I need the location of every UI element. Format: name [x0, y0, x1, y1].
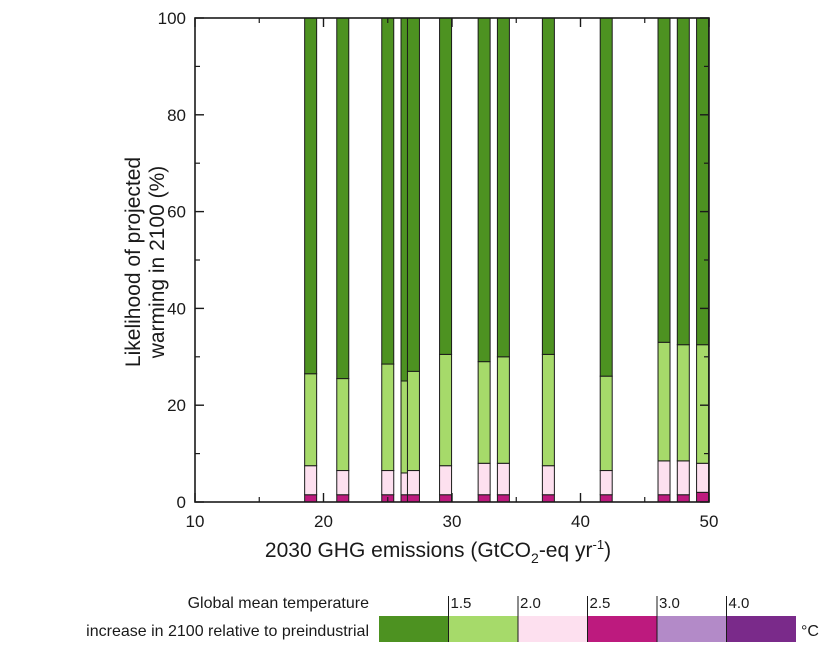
- bar-2-segment-3: [381, 17, 395, 365]
- bar-10-segment-0: [657, 494, 671, 503]
- legend-swatch-1: [448, 616, 518, 642]
- bar-11-segment-0: [676, 494, 690, 503]
- legend-swatch-5: [726, 616, 796, 642]
- bar-0-segment-3: [304, 17, 318, 375]
- bar-8-segment-2: [541, 353, 555, 467]
- bar-4-segment-2: [406, 370, 420, 472]
- bar-12-segment-3: [696, 17, 710, 346]
- bar-7-segment-0: [496, 494, 510, 503]
- bar-9-segment-2: [599, 375, 613, 472]
- bar-8-segment-3: [541, 17, 555, 355]
- bar-5-segment-0: [439, 494, 453, 503]
- bar-11-segment-2: [676, 344, 690, 462]
- legend-swatch-4: [657, 616, 727, 642]
- bar-7-segment-1: [496, 462, 510, 496]
- y-tick-label: 0: [177, 493, 186, 512]
- legend-threshold-label: 1.5: [451, 595, 472, 612]
- legend-swatch-3: [587, 616, 657, 642]
- bar-4-segment-1: [406, 470, 420, 496]
- legend-threshold-label: 3.0: [659, 595, 680, 612]
- y-tick-label: 20: [167, 396, 186, 415]
- bar-5-segment-1: [439, 465, 453, 496]
- bar-2-segment-1: [381, 470, 395, 496]
- bar-12-segment-1: [696, 462, 710, 493]
- bar-7-segment-3: [496, 17, 510, 358]
- legend-caption-line2: increase in 2100 relative to preindustri…: [86, 623, 369, 640]
- bars-layer: [304, 17, 710, 503]
- axis-ticks: 10 20 30 40 50 0 20 40 60 80 100: [158, 9, 719, 531]
- bar-0-segment-1: [304, 465, 318, 496]
- bar-9-segment-0: [599, 494, 613, 503]
- legend-threshold-label: 2.0: [520, 595, 541, 612]
- bar-9-segment-1: [599, 470, 613, 496]
- bar-1-segment-1: [336, 470, 350, 496]
- x-axis-title: 2030 GHG emissions (GtCO2-eq yr-1): [265, 537, 611, 566]
- bar-10-segment-2: [657, 341, 671, 462]
- bar-6-segment-0: [477, 494, 491, 503]
- bar-11-segment-3: [676, 17, 690, 346]
- bar-7-segment-2: [496, 356, 510, 464]
- legend-swatch-0: [379, 616, 449, 642]
- bar-1-segment-2: [336, 378, 350, 472]
- bar-4-segment-0: [406, 494, 420, 503]
- bar-1-segment-0: [336, 494, 350, 503]
- bar-10-segment-1: [657, 460, 671, 496]
- legend-threshold-label: 2.5: [590, 595, 611, 612]
- y-axis-title-line1: Likelihood of projected: [122, 157, 145, 367]
- y-axis-title: Likelihood of projected warming in 2100 …: [122, 157, 169, 367]
- y-tick-label: 80: [167, 106, 186, 125]
- bar-5-segment-3: [439, 17, 453, 355]
- bar-11-segment-1: [676, 460, 690, 496]
- bar-5-segment-2: [439, 353, 453, 467]
- x-tick-label: 40: [571, 512, 590, 531]
- bar-0-segment-0: [304, 494, 318, 503]
- bar-8-segment-1: [541, 465, 555, 496]
- y-axis-title-line2: warming in 2100 (%): [146, 166, 169, 360]
- bar-6-segment-2: [477, 361, 491, 464]
- bar-8-segment-0: [541, 494, 555, 503]
- bar-10-segment-3: [657, 17, 671, 343]
- bar-2-segment-2: [381, 363, 395, 472]
- bar-4-segment-3: [406, 17, 420, 372]
- x-tick-label: 50: [700, 512, 719, 531]
- legend-color-scale: 1.5 2.0 2.5 3.0 4.0: [379, 595, 796, 642]
- legend-caption-line1: Global mean temperature: [188, 595, 370, 612]
- x-tick-label: 30: [443, 512, 462, 531]
- bar-9-segment-3: [599, 17, 613, 377]
- bar-6-segment-1: [477, 462, 491, 496]
- legend-threshold-label: 4.0: [729, 595, 750, 612]
- y-tick-label: 100: [158, 9, 186, 28]
- bar-6-segment-3: [477, 17, 491, 363]
- legend-swatch-2: [518, 616, 588, 642]
- bar-1-segment-3: [336, 17, 350, 380]
- temperature-legend: Global mean temperature increase in 2100…: [86, 595, 819, 642]
- bar-0-segment-2: [304, 373, 318, 467]
- bar-12-segment-0: [696, 491, 710, 503]
- y-tick-label: 40: [167, 299, 186, 318]
- x-tick-label: 20: [314, 512, 333, 531]
- x-tick-label: 10: [186, 512, 205, 531]
- bar-12-segment-2: [696, 344, 710, 464]
- y-tick-label: 60: [167, 203, 186, 222]
- legend-unit: °C: [801, 623, 819, 640]
